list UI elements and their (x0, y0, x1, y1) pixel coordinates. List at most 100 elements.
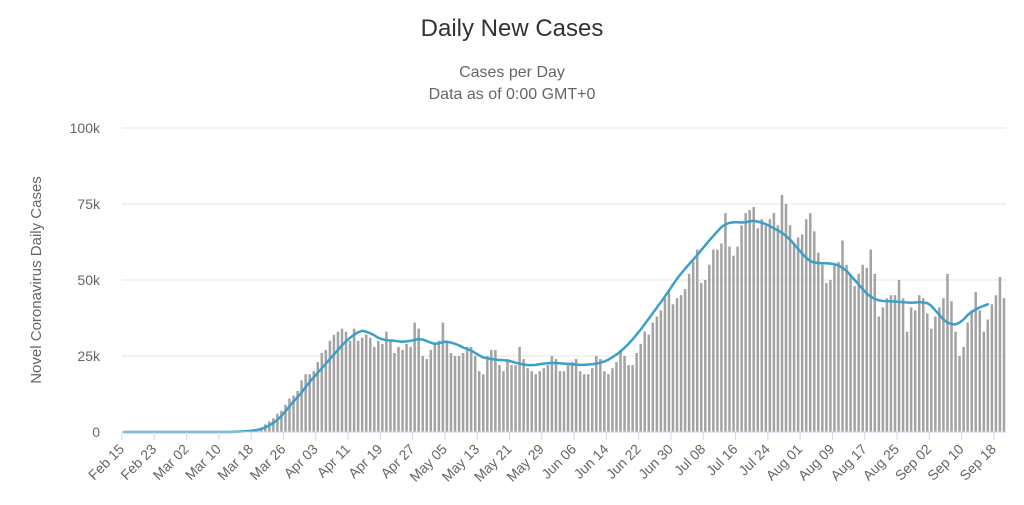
daily-cases-bar[interactable] (421, 356, 424, 432)
daily-cases-bar[interactable] (498, 365, 501, 432)
daily-cases-bar[interactable] (930, 329, 933, 432)
daily-cases-bar[interactable] (648, 335, 651, 432)
daily-cases-bar[interactable] (534, 374, 537, 432)
daily-cases-bar[interactable] (886, 298, 889, 432)
daily-cases-bar[interactable] (890, 295, 893, 432)
daily-cases-bar[interactable] (979, 310, 982, 432)
daily-cases-bar[interactable] (664, 298, 667, 432)
daily-cases-bar[interactable] (300, 380, 303, 432)
daily-cases-bar[interactable] (466, 347, 469, 432)
daily-cases-bar[interactable] (712, 250, 715, 432)
daily-cases-bar[interactable] (825, 283, 828, 432)
daily-cases-bar[interactable] (430, 350, 433, 432)
daily-cases-bar[interactable] (995, 295, 998, 432)
daily-cases-bar[interactable] (526, 368, 529, 432)
daily-cases-bar[interactable] (490, 350, 493, 432)
daily-cases-bar[interactable] (510, 365, 513, 432)
daily-cases-bar[interactable] (304, 374, 307, 432)
daily-cases-bar[interactable] (434, 344, 437, 432)
daily-cases-bar[interactable] (736, 247, 739, 432)
daily-cases-bar[interactable] (547, 365, 550, 432)
daily-cases-bar[interactable] (849, 274, 852, 432)
daily-cases-bar[interactable] (393, 353, 396, 432)
daily-cases-bar[interactable] (991, 304, 994, 432)
daily-cases-bar[interactable] (672, 304, 675, 432)
daily-cases-bar[interactable] (555, 359, 558, 432)
daily-cases-bar[interactable] (518, 347, 521, 432)
daily-cases-bar[interactable] (902, 298, 905, 432)
daily-cases-bar[interactable] (627, 365, 630, 432)
daily-cases-bar[interactable] (769, 219, 772, 432)
daily-cases-bar[interactable] (494, 350, 497, 432)
daily-cases-bar[interactable] (417, 329, 420, 432)
daily-cases-bar[interactable] (409, 347, 412, 432)
daily-cases-bar[interactable] (514, 365, 517, 432)
daily-cases-bar[interactable] (708, 265, 711, 432)
daily-cases-bar[interactable] (857, 274, 860, 432)
daily-cases-bar[interactable] (793, 244, 796, 432)
daily-cases-bar[interactable] (361, 338, 364, 432)
daily-cases-bar[interactable] (777, 225, 780, 432)
daily-cases-bar[interactable] (551, 356, 554, 432)
daily-cases-bar[interactable] (474, 356, 477, 432)
daily-cases-bar[interactable] (853, 286, 856, 432)
daily-cases-bar[interactable] (805, 219, 808, 432)
daily-cases-bar[interactable] (276, 414, 279, 432)
daily-cases-bar[interactable] (926, 313, 929, 432)
daily-cases-bar[interactable] (458, 356, 461, 432)
daily-cases-bar[interactable] (938, 307, 941, 432)
daily-cases-bar[interactable] (401, 350, 404, 432)
daily-cases-bar[interactable] (684, 289, 687, 432)
daily-cases-bar[interactable] (918, 295, 921, 432)
daily-cases-bar[interactable] (619, 350, 622, 432)
daily-cases-bar[interactable] (757, 228, 760, 432)
daily-cases-bar[interactable] (599, 359, 602, 432)
daily-cases-bar[interactable] (571, 362, 574, 432)
daily-cases-bar[interactable] (668, 289, 671, 432)
daily-cases-bar[interactable] (680, 295, 683, 432)
daily-cases-bar[interactable] (983, 332, 986, 432)
daily-cases-bar[interactable] (652, 323, 655, 432)
daily-cases-bar[interactable] (615, 362, 618, 432)
daily-cases-bar[interactable] (958, 356, 961, 432)
daily-cases-bar[interactable] (740, 225, 743, 432)
daily-cases-bar[interactable] (914, 310, 917, 432)
daily-cases-bar[interactable] (934, 316, 937, 432)
daily-cases-bar[interactable] (732, 256, 735, 432)
daily-cases-bar[interactable] (748, 210, 751, 432)
daily-cases-bar[interactable] (962, 347, 965, 432)
daily-cases-bar[interactable] (365, 335, 368, 432)
daily-cases-bar[interactable] (922, 298, 925, 432)
daily-cases-bar[interactable] (950, 301, 953, 432)
daily-cases-bar[interactable] (446, 341, 449, 432)
daily-cases-bar[interactable] (878, 316, 881, 432)
daily-cases-bar[interactable] (575, 359, 578, 432)
daily-cases-bar[interactable] (373, 347, 376, 432)
daily-cases-bar[interactable] (357, 341, 360, 432)
daily-cases-bar[interactable] (426, 359, 429, 432)
daily-cases-bar[interactable] (660, 310, 663, 432)
daily-cases-bar[interactable] (349, 341, 352, 432)
daily-cases-bar[interactable] (595, 356, 598, 432)
daily-cases-bar[interactable] (724, 213, 727, 432)
daily-cases-bar[interactable] (845, 265, 848, 432)
daily-cases-bar[interactable] (312, 371, 315, 432)
daily-cases-bar[interactable] (482, 374, 485, 432)
daily-cases-bar[interactable] (321, 353, 324, 432)
daily-cases-bar[interactable] (894, 295, 897, 432)
daily-cases-bar[interactable] (329, 341, 332, 432)
daily-cases-bar[interactable] (704, 280, 707, 432)
daily-cases-bar[interactable] (579, 371, 582, 432)
daily-cases-bar[interactable] (623, 356, 626, 432)
daily-cases-bar[interactable] (700, 283, 703, 432)
daily-cases-bar[interactable] (470, 347, 473, 432)
daily-cases-bar[interactable] (676, 298, 679, 432)
daily-cases-bar[interactable] (1003, 298, 1006, 432)
daily-cases-bar[interactable] (462, 353, 465, 432)
daily-cases-bar[interactable] (639, 344, 642, 432)
daily-cases-bar[interactable] (882, 307, 885, 432)
daily-cases-bar[interactable] (761, 219, 764, 432)
daily-cases-bar[interactable] (337, 332, 340, 432)
daily-cases-bar[interactable] (539, 371, 542, 432)
daily-cases-bar[interactable] (587, 374, 590, 432)
